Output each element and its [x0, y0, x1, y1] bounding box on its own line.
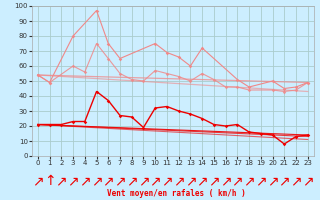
Text: Vent moyen/en rafales ( km/h ): Vent moyen/en rafales ( km/h )	[107, 189, 245, 198]
